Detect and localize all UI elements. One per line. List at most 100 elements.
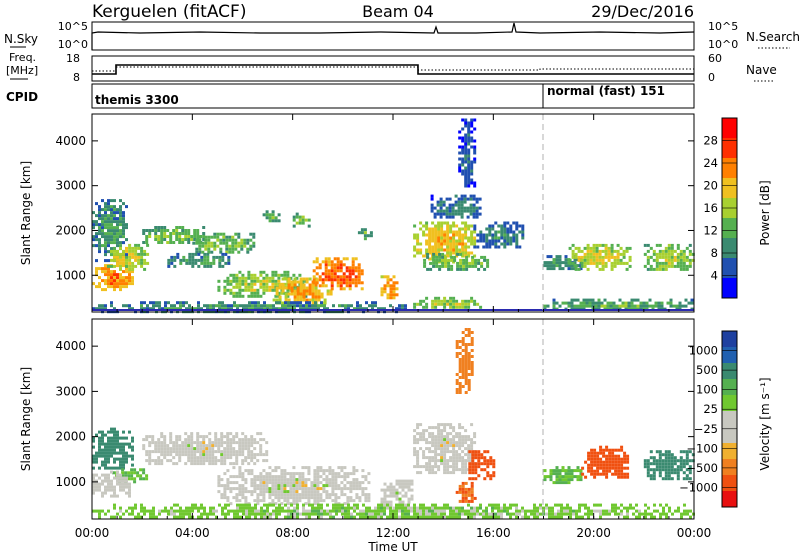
scatter-cell bbox=[482, 245, 486, 249]
scatter-cell bbox=[211, 462, 215, 466]
scatter-cell bbox=[92, 454, 95, 458]
scatter-cell bbox=[586, 267, 590, 271]
scatter-cell bbox=[101, 226, 104, 230]
scatter-cell bbox=[98, 238, 101, 242]
scatter-cell bbox=[229, 291, 233, 295]
scatter-cell bbox=[578, 509, 581, 513]
scatter-cell bbox=[308, 289, 312, 293]
scatter-cell bbox=[577, 249, 581, 253]
scatter-cell bbox=[299, 512, 302, 516]
scatter-cell bbox=[416, 515, 419, 519]
scatter-cell bbox=[469, 212, 473, 216]
scatter-cell bbox=[602, 472, 606, 476]
scatter-cell bbox=[329, 515, 332, 519]
scatter-cell bbox=[461, 169, 465, 173]
scatter-cell bbox=[298, 478, 302, 482]
scatter-cell bbox=[428, 471, 432, 475]
scatter-cell bbox=[643, 459, 647, 463]
scatter-cell bbox=[443, 296, 447, 300]
scatter-cell bbox=[104, 205, 107, 209]
scatter-cell bbox=[419, 503, 422, 507]
scatter-cell bbox=[298, 493, 302, 497]
scatter-cell bbox=[422, 509, 425, 513]
scatter-cell bbox=[190, 453, 194, 457]
scatter-cell bbox=[243, 244, 247, 248]
scatter-cell bbox=[404, 509, 407, 513]
scatter-cell bbox=[310, 496, 314, 500]
scatter-cell bbox=[155, 515, 158, 519]
scatter-cell bbox=[320, 509, 323, 513]
scatter-cell bbox=[125, 270, 128, 274]
scatter-cell bbox=[685, 267, 689, 271]
scatter-cell bbox=[395, 506, 398, 510]
scatter-cell bbox=[229, 282, 233, 286]
scatter-cell bbox=[289, 487, 293, 491]
scatter-cell bbox=[110, 223, 113, 227]
scatter-cell bbox=[425, 429, 429, 433]
scatter-cell bbox=[457, 197, 461, 201]
power-colorbar-swatch bbox=[722, 138, 737, 159]
scatter-cell bbox=[198, 247, 202, 251]
scatter-cell bbox=[683, 503, 686, 507]
scatter-cell bbox=[458, 484, 462, 488]
scatter-cell bbox=[337, 475, 341, 479]
scatter-cell bbox=[119, 442, 122, 446]
scatter-cell bbox=[437, 221, 441, 225]
scatter-cell bbox=[217, 447, 221, 451]
scatter-cell bbox=[470, 496, 474, 500]
scatter-cell bbox=[302, 286, 306, 290]
scatter-cell bbox=[298, 496, 302, 500]
scatter-cell bbox=[286, 472, 290, 476]
scatter-cell bbox=[452, 447, 456, 451]
scatter-cell bbox=[262, 475, 266, 479]
scatter-cell bbox=[107, 202, 110, 206]
scatter-cell bbox=[148, 456, 152, 460]
scatter-cell bbox=[383, 503, 387, 507]
scatter-cell bbox=[392, 281, 396, 285]
scatter-cell bbox=[256, 276, 260, 280]
scatter-cell bbox=[676, 468, 680, 472]
scatter-cell bbox=[449, 444, 453, 448]
scatter-cell bbox=[164, 506, 167, 510]
scatter-cell bbox=[283, 478, 287, 482]
scatter-cell bbox=[413, 453, 417, 457]
scatter-cell bbox=[290, 286, 294, 290]
scatter-cell bbox=[620, 466, 624, 470]
scatter-cell bbox=[286, 270, 290, 274]
scatter-cell bbox=[441, 252, 445, 256]
scatter-cell bbox=[549, 475, 553, 479]
scatter-cell bbox=[464, 509, 467, 513]
scatter-cell bbox=[471, 468, 475, 472]
scatter-cell bbox=[327, 263, 331, 267]
scatter-cell bbox=[125, 457, 128, 461]
scatter-cell bbox=[443, 221, 447, 225]
scatter-cell bbox=[220, 435, 224, 439]
scatter-cell bbox=[685, 450, 689, 454]
scatter-cell bbox=[364, 487, 368, 491]
scatter-cell bbox=[380, 307, 383, 311]
scatter-cell bbox=[596, 460, 600, 464]
scatter-cell bbox=[472, 206, 476, 210]
scatter-cell bbox=[268, 219, 272, 223]
scatter-cell bbox=[318, 278, 322, 282]
scatter-cell bbox=[211, 459, 215, 463]
scatter-cell bbox=[450, 267, 454, 271]
scatter-cell bbox=[98, 454, 101, 458]
scatter-cell bbox=[137, 246, 141, 250]
scatter-cell bbox=[271, 288, 275, 292]
scatter-cell bbox=[470, 118, 474, 122]
scatter-cell bbox=[250, 441, 254, 445]
scatter-cell bbox=[113, 273, 116, 277]
scatter-cell bbox=[464, 367, 468, 370]
scatter-cell bbox=[579, 301, 583, 305]
scatter-cell bbox=[478, 197, 482, 201]
scatter-cell bbox=[658, 474, 662, 478]
scatter-cell bbox=[558, 472, 562, 476]
scatter-cell bbox=[595, 264, 599, 268]
scatter-cell bbox=[497, 512, 500, 516]
scatter-cell bbox=[455, 299, 459, 303]
scatter-cell bbox=[360, 287, 364, 291]
scatter-cell bbox=[179, 301, 182, 305]
scatter-cell bbox=[434, 509, 437, 513]
scatter-cell bbox=[295, 478, 299, 482]
